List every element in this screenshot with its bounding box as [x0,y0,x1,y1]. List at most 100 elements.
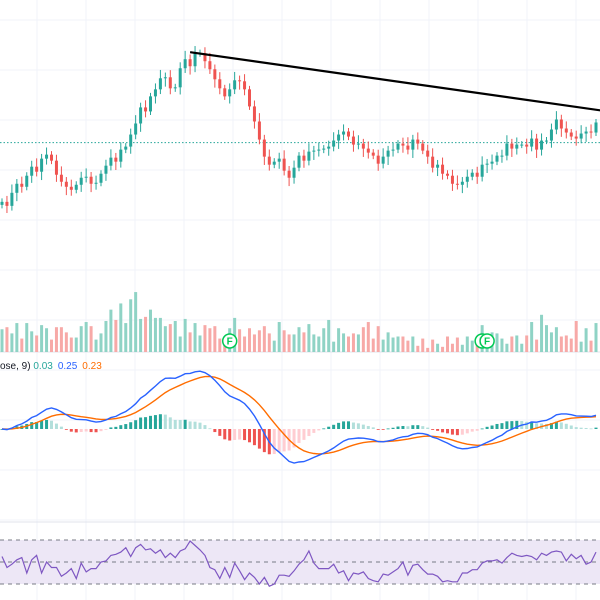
volume-bar [460,344,464,352]
candle-body [564,128,568,133]
volume-bar [153,317,157,352]
macd-histogram-bar [109,427,113,429]
volume-bar [312,334,316,352]
macd-histogram-bar [337,422,341,429]
volume-bar [376,326,380,352]
candle-body [446,173,449,176]
macd-histogram-bar [455,429,459,436]
volume-bar [183,318,187,352]
candle-body [69,186,73,190]
volume-bar [416,345,420,352]
macd-histogram-bar [257,429,261,449]
candle-body [569,132,573,137]
macd-histogram-bar [277,429,281,453]
volume-bar [396,336,400,352]
macd-histogram-bar [129,422,133,429]
candle-body [480,164,484,177]
macd-histogram-bar [193,421,197,429]
macd-histogram-bar [535,423,539,429]
candle-body [396,143,400,150]
volume-bar [134,292,138,352]
macd-histogram-bar [238,429,242,440]
candle-body [366,148,370,153]
volume-bar [391,337,395,352]
macd-histogram-bar [248,429,251,443]
volume-bar [386,332,390,352]
macd-histogram-bar [262,429,266,453]
candle-body [500,155,504,157]
macd-histogram-bar [178,419,182,429]
macd-signal-line [1,375,597,455]
volume-bar [282,330,286,352]
volume-bar [262,326,266,352]
candle-body [490,161,494,164]
volume-bar [243,336,247,352]
macd-histogram-bar [223,429,227,440]
volume-bar [549,332,553,352]
macd-histogram-bar [559,422,563,429]
macd-histogram-bar [94,429,98,433]
candle-body [173,87,177,89]
macd-histogram-bar [252,429,256,446]
candle-body [134,123,138,135]
volume-bar [510,336,514,352]
candle-body [50,154,53,161]
candle-body [272,161,276,165]
macd-histogram-bar [371,427,375,429]
macd-histogram-bar [243,429,247,441]
candle-body [45,154,49,159]
macd-histogram-bar [510,421,514,429]
candle-body [322,148,326,150]
candle-body [124,146,128,150]
volume-bar [277,322,281,352]
candle-body [332,140,336,147]
volume-bar [74,337,78,352]
volume-bar [520,343,524,352]
candle-body [307,151,311,161]
volume-bar [40,325,44,352]
macd-histogram-bar [549,423,553,429]
candle-body [30,166,34,176]
volume-bar [332,341,336,352]
macd-histogram-bar [386,428,390,430]
candle-body [248,89,251,107]
volume-bar [366,322,370,352]
candle-body [381,156,385,164]
candle-body [163,77,167,79]
candle-body [540,140,544,150]
volume-bar [94,339,98,352]
macd-line [1,370,597,464]
macd-histogram-bar [332,424,336,429]
macd-histogram-bar [40,420,44,429]
volume-bar [168,324,172,352]
volume-bar [287,334,291,352]
volume-bar [69,337,73,352]
volume-bar [257,330,261,352]
macd-histogram-bar [59,426,63,429]
volume-bar [495,333,499,352]
macd-histogram-bar [74,429,78,433]
volume-bar [574,321,578,352]
macd-histogram-bar [525,421,529,429]
macd-histogram-bar [144,417,148,429]
macd-histogram-bar [198,422,202,429]
volume-bar [193,323,197,352]
macd-histogram-bar [505,421,509,429]
macd-histogram-bar [450,429,454,435]
candle-body [554,119,558,130]
candle-body [520,144,524,146]
candle-body [302,155,306,161]
candle-body [426,150,430,157]
candle-body [84,176,88,178]
macd-histogram-bar [564,423,568,429]
volume-bar [99,333,103,352]
macd-histogram-bar [119,425,123,429]
candle-body [579,133,583,139]
volume-bar [347,336,350,352]
candle-body [515,144,519,149]
macd-histogram-bar [302,429,306,440]
macd-histogram-bar [213,429,217,433]
volume-bar [515,335,519,352]
candle-body [243,81,247,90]
macd-histogram-bar [282,429,286,452]
